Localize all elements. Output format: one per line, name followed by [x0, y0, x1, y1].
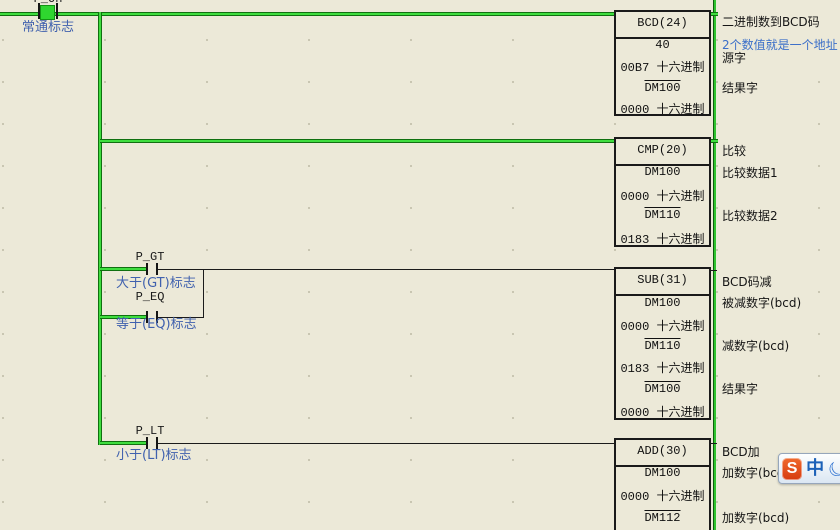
value-row: 0000 十六进制	[620, 320, 705, 334]
ime-toolbar[interactable]: S 中 ☾	[778, 453, 840, 484]
operand-row: DM110	[644, 339, 681, 353]
contact-comment: 等于(EQ)标志	[116, 317, 197, 332]
annotation-add-addend2: 加数字(bcd)	[722, 511, 790, 525]
annotation-sub-minuend: 被减数字(bcd)	[722, 296, 802, 310]
rung3-wire-left	[100, 267, 146, 271]
rung3-wire-right	[158, 269, 615, 270]
contact-comment: 小于(LT)标志	[116, 448, 192, 463]
annotation-bcd-title: 二进制数到BCD码	[722, 15, 820, 29]
operand-row: DM100	[644, 466, 681, 480]
instruction-header: BCD(24)	[616, 12, 709, 39]
annotation-sub-subtrahend: 减数字(bcd)	[722, 339, 790, 353]
contact-label: P_GT	[135, 250, 165, 264]
contact-bar-left	[146, 311, 148, 323]
instruction-block-sub[interactable]: SUB(31) DM100 0000 十六进制 DM110 0183 十六进制 …	[614, 267, 711, 420]
instruction-header: ADD(30)	[616, 440, 709, 467]
operand-row: DM100	[644, 81, 681, 95]
ime-language-mode-button[interactable]: 中	[806, 457, 825, 479]
rung4-bus-stub	[711, 443, 717, 444]
contact-bar-right	[156, 437, 158, 449]
rung4-wire-left	[100, 441, 146, 445]
annotation-bcd-note: 2个数值就是一个地址	[722, 38, 838, 52]
contact-label: P_On	[26, 0, 70, 6]
value-row: 0183 十六进制	[620, 233, 705, 247]
contact-on-highlight	[40, 5, 55, 20]
annotation-bcd-result: 结果字	[722, 81, 759, 95]
annotation-sub-result: 结果字	[722, 382, 759, 396]
rung3-branch-wire-right	[158, 317, 204, 318]
instruction-block-cmp[interactable]: CMP(20) DM100 0000 十六进制 DM110 0183 十六进制	[614, 137, 711, 247]
contact-comment: 大于(GT)标志	[116, 276, 196, 291]
annotation-cmp-data1: 比较数据1	[722, 166, 778, 180]
operand-row: DM100	[644, 382, 681, 396]
operand-row: DM100	[644, 296, 681, 310]
contact-bar-left	[146, 437, 148, 449]
annotation-sub-title: BCD码减	[722, 275, 772, 289]
operand-row: DM110	[644, 208, 681, 222]
ime-logo-icon[interactable]: S	[782, 457, 803, 480]
value-row: 0183 十六进制	[620, 362, 705, 376]
rung2-wire	[100, 139, 615, 143]
rung3-merge-wire	[203, 269, 204, 318]
contact-bar-left	[38, 3, 40, 19]
contact-bar-right	[156, 311, 158, 323]
rung2-bus-stub	[711, 139, 718, 143]
contact-bar-right	[156, 263, 158, 275]
rung3-bus-stub	[711, 270, 717, 271]
contact-label: P_EQ	[135, 290, 165, 304]
value-row: 00B7 十六进制	[620, 61, 705, 75]
rung1-bus-stub	[711, 12, 718, 16]
contact-bar-right	[56, 3, 58, 19]
operand-row: 40	[655, 38, 670, 52]
value-row: 0000 十六进制	[620, 406, 705, 420]
rung4-wire-right	[158, 443, 615, 444]
instruction-header: SUB(31)	[616, 269, 709, 296]
operand-row: DM100	[644, 165, 681, 179]
right-bus-bar	[713, 0, 716, 530]
instruction-block-add[interactable]: ADD(30) DM100 0000 十六进制 DM112	[614, 438, 711, 530]
value-row: 0000 十六进制	[620, 490, 705, 504]
contact-comment: 常通标志	[22, 20, 75, 35]
ime-fullwidth-moon-icon[interactable]: ☾	[822, 453, 840, 484]
rung1-wire	[0, 12, 615, 16]
contact-label: P_LT	[135, 424, 165, 438]
branch-wire-vertical	[98, 12, 102, 445]
annotation-add-title: BCD加	[722, 445, 760, 459]
annotation-add-addend1: 加数字(bcd)	[722, 466, 790, 480]
value-row: 0000 十六进制	[620, 103, 705, 117]
value-row: 0000 十六进制	[620, 190, 705, 204]
annotation-bcd-source: 源字	[722, 51, 747, 65]
instruction-block-bcd[interactable]: BCD(24) 40 00B7 十六进制 DM100 0000 十六进制	[614, 10, 711, 117]
instruction-header: CMP(20)	[616, 139, 709, 166]
contact-bar-left	[146, 263, 148, 275]
rung3-branch-wire-left	[100, 315, 146, 319]
annotation-cmp-data2: 比较数据2	[722, 209, 778, 223]
annotation-cmp-title: 比较	[722, 144, 747, 158]
operand-row: DM112	[644, 511, 681, 525]
